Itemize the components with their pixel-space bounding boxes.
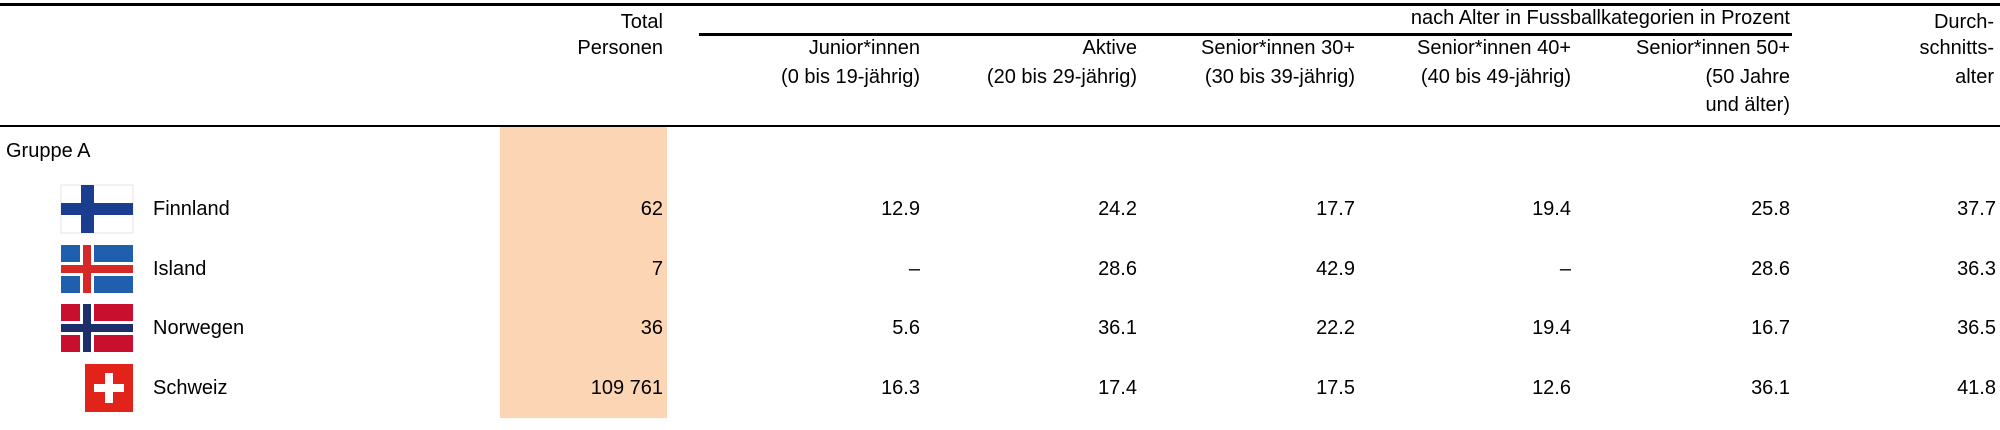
header-rule [0, 125, 2000, 127]
age-header: Junior*innen [808, 37, 920, 59]
value-cell: 25.8 [1751, 198, 1790, 220]
value-cell: 12.9 [881, 198, 920, 220]
value-cell: 17.5 [1316, 377, 1355, 399]
group-rule [699, 33, 1792, 36]
average-header: schnitts- [1919, 37, 1994, 59]
age-header: und älter) [1705, 94, 1791, 116]
total-cell: 62 [640, 198, 663, 220]
total-column-highlight [500, 127, 667, 418]
value-cell: – [1559, 258, 1571, 280]
flag-norway [61, 304, 133, 352]
value-cell: 42.9 [1316, 258, 1355, 280]
top-rule [0, 3, 2000, 6]
value-cell: 12.6 [1532, 377, 1571, 399]
average-cell: 41.8 [1957, 377, 1996, 399]
value-cell: 16.7 [1751, 317, 1790, 339]
value-cell: 17.7 [1316, 198, 1355, 220]
average-header: alter [1955, 66, 1994, 88]
value-cell: 22.2 [1316, 317, 1355, 339]
group-label: Gruppe A [6, 140, 91, 162]
flag-iceland [61, 245, 133, 293]
age-header: Senior*innen 50+ [1635, 37, 1790, 59]
value-cell: 28.6 [1098, 258, 1137, 280]
average-cell: 36.3 [1957, 258, 1996, 280]
age-header: Senior*innen 30+ [1200, 37, 1355, 59]
value-cell: 36.1 [1098, 317, 1137, 339]
value-cell: 36.1 [1751, 377, 1790, 399]
value-cell: 16.3 [881, 377, 920, 399]
average-cell: 36.5 [1957, 317, 1996, 339]
average-cell: 37.7 [1957, 198, 1996, 220]
value-cell: 24.2 [1098, 198, 1137, 220]
age-header: (50 Jahre [1705, 66, 1791, 88]
total-header: Total [620, 11, 663, 33]
total-header: Personen [577, 37, 663, 59]
country-name: Island [153, 258, 207, 280]
value-cell: 19.4 [1532, 198, 1571, 220]
age-header: Aktive [1082, 37, 1137, 59]
flag-finland [60, 184, 134, 234]
total-cell: 36 [640, 317, 663, 339]
age-header: Senior*innen 40+ [1416, 37, 1571, 59]
value-cell: 28.6 [1751, 258, 1790, 280]
country-name: Finnland [153, 198, 230, 220]
age-header: (40 bis 49-jährig) [1420, 66, 1571, 88]
group-header: nach Alter in Fussballkategorien in Proz… [1410, 7, 1790, 29]
total-cell: 7 [651, 258, 663, 280]
age-header: (20 bis 29-jährig) [986, 66, 1137, 88]
flag-switzerland [85, 364, 133, 412]
value-cell: – [908, 258, 920, 280]
total-cell: 109 761 [590, 377, 663, 399]
average-header: Durch- [1933, 11, 1994, 33]
value-cell: 19.4 [1532, 317, 1571, 339]
value-cell: 17.4 [1098, 377, 1137, 399]
age-header: (30 bis 39-jährig) [1204, 66, 1355, 88]
age-header: (0 bis 19-jährig) [781, 66, 920, 88]
country-name: Schweiz [153, 377, 228, 399]
country-name: Norwegen [153, 317, 245, 339]
value-cell: 5.6 [892, 317, 920, 339]
